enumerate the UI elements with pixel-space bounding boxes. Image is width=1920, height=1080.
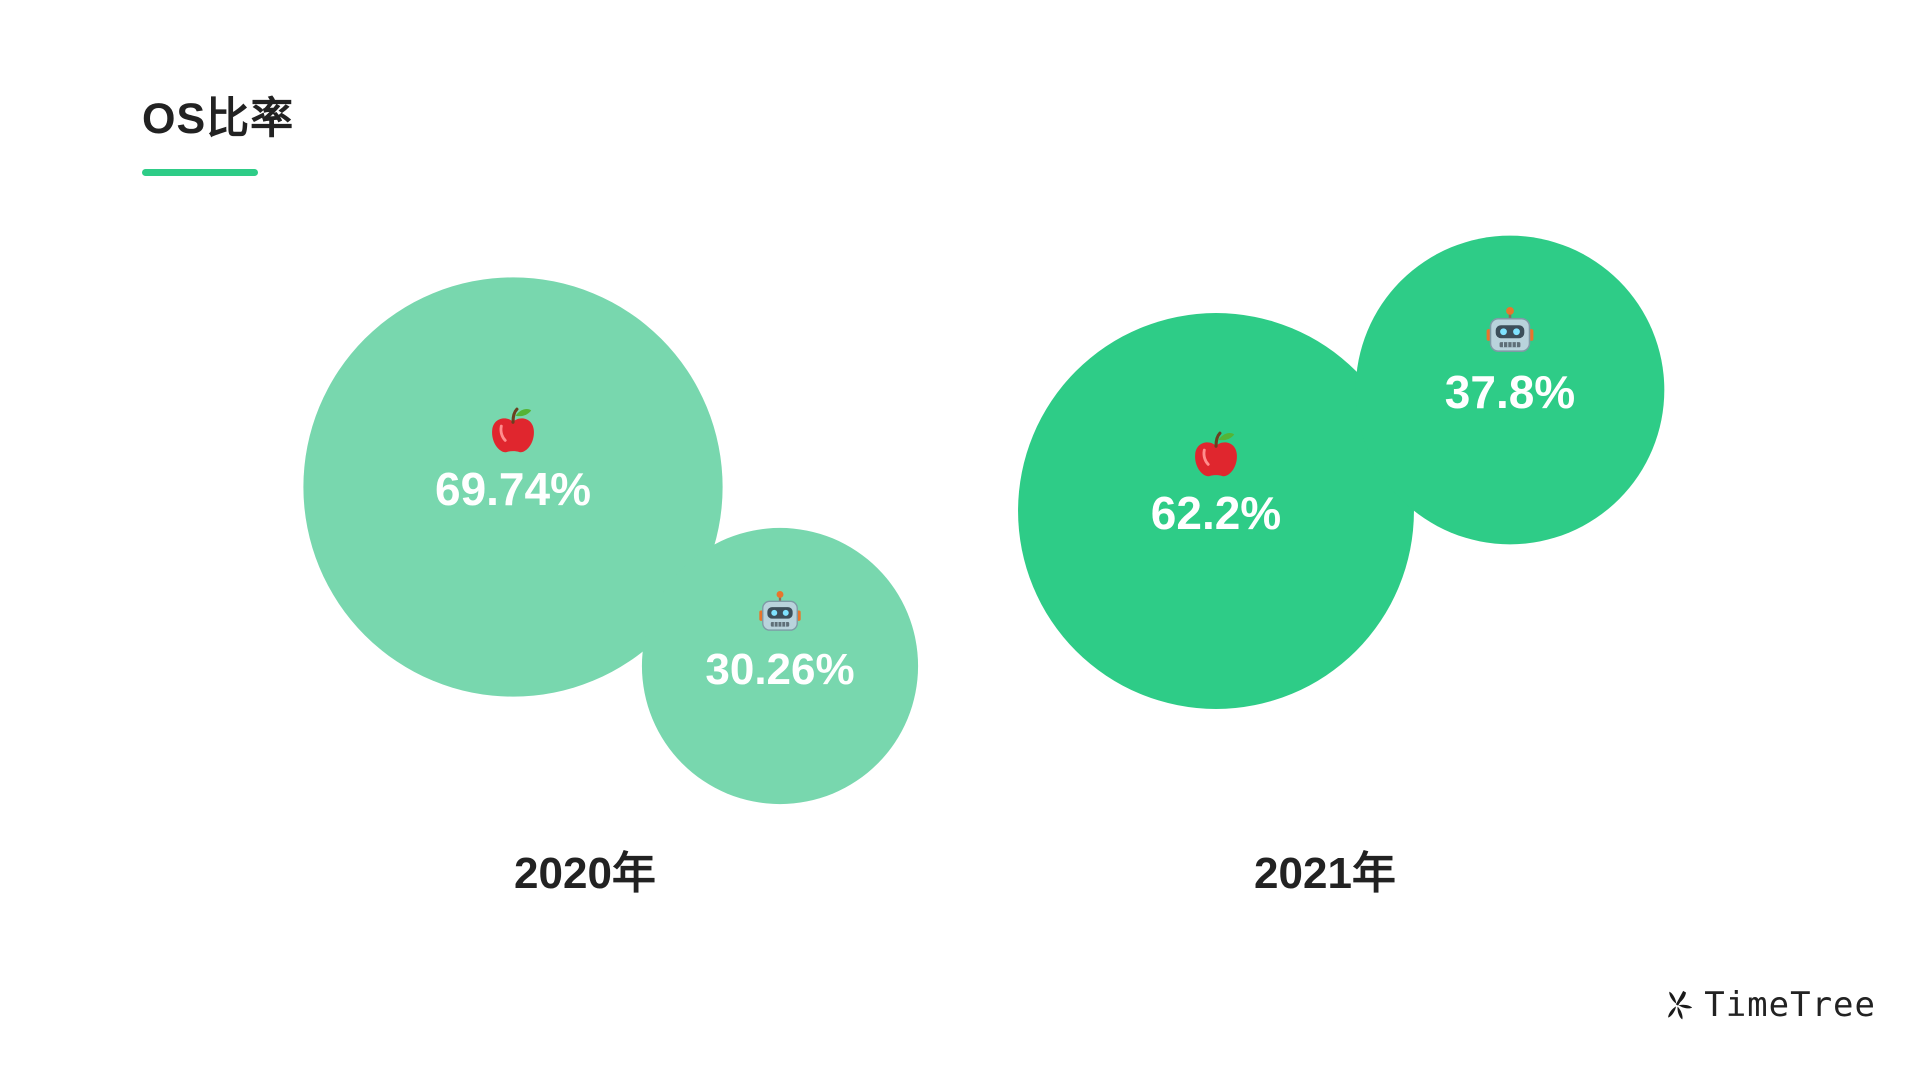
robot-icon <box>1486 307 1534 352</box>
apple-icon <box>1195 431 1237 477</box>
brand-name: TimeTree <box>1704 985 1876 1025</box>
bubble-ios: 69.74% <box>303 277 723 697</box>
bubble-ios: 62.2% <box>1018 313 1414 709</box>
bubble-android: 37.8% <box>1355 235 1665 545</box>
apple-icon <box>492 407 534 453</box>
year-label: 2021年 <box>1254 849 1396 898</box>
bubble-android: 30.26% <box>641 527 919 805</box>
robot-icon <box>759 591 801 631</box>
title-underline <box>142 169 258 176</box>
timetree-logo-icon <box>1668 990 1693 1020</box>
slide-title: OS比率 <box>142 95 295 143</box>
year-group-0: 69.74% 30.26% 2020年 <box>303 277 919 898</box>
bubble-circle <box>303 277 723 697</box>
bubble-value-label: 37.8% <box>1445 366 1575 418</box>
bubble-value-label: 30.26% <box>705 645 854 694</box>
bubble-circle <box>1355 235 1665 545</box>
bubble-circle <box>641 527 919 805</box>
year-label: 2020年 <box>514 849 656 898</box>
bubble-circle <box>1018 313 1414 709</box>
brand: TimeTree <box>1660 988 1876 1022</box>
year-group-1: 62.2% 37.8% 2021年 <box>1018 235 1665 898</box>
bubble-value-label: 62.2% <box>1151 487 1281 539</box>
bubble-value-label: 69.74% <box>435 463 591 515</box>
